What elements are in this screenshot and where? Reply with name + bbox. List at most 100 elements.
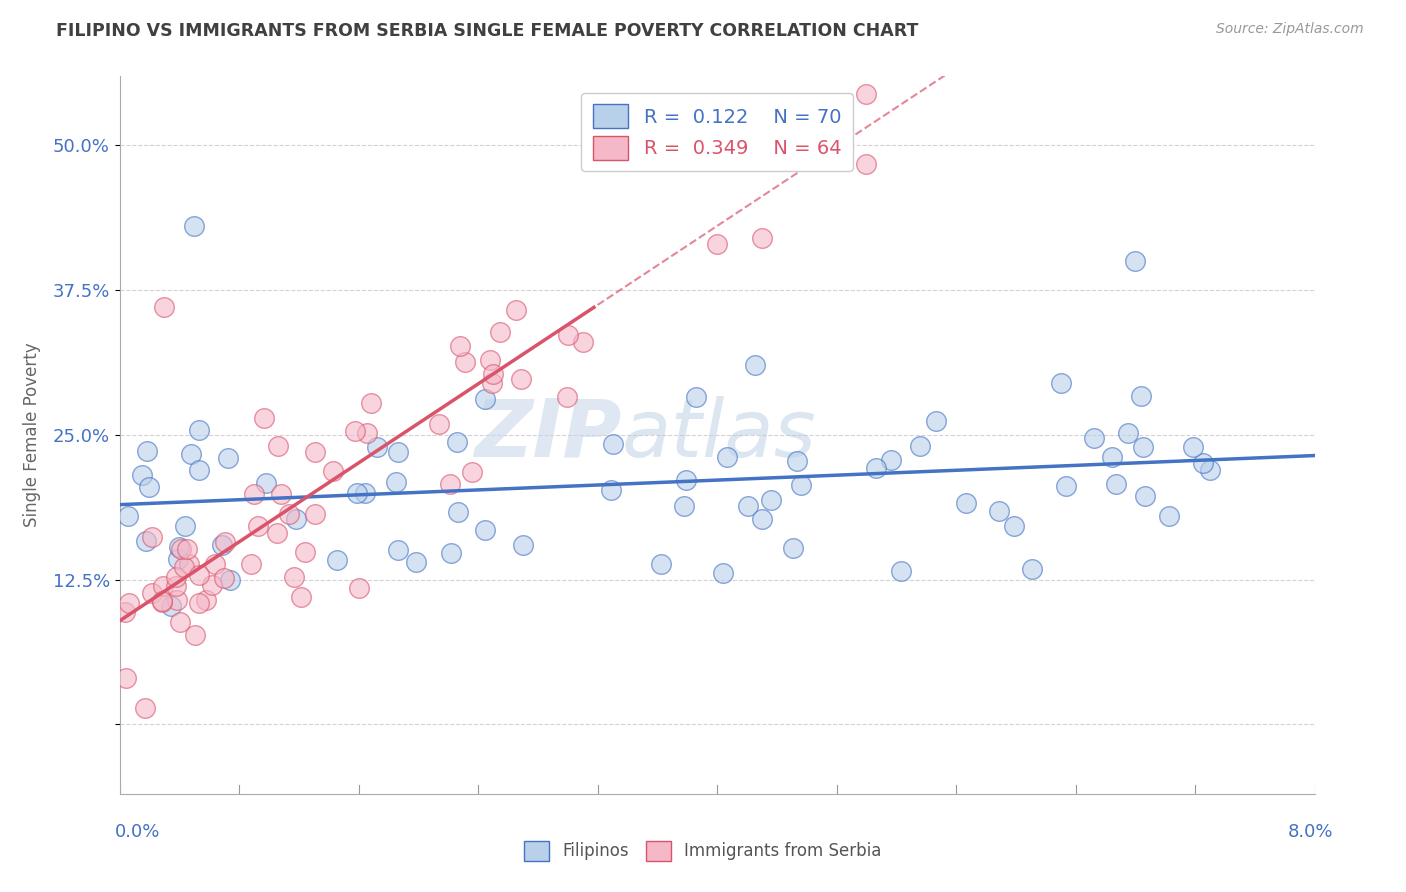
Point (239, 557, 262, 571)
Point (138, 480, 160, 494)
Point (180, 446, 202, 460)
Point (439, 477, 461, 491)
Point (214, 535, 236, 549)
Point (782, 541, 804, 555)
Point (461, 465, 484, 479)
Point (387, 444, 409, 458)
Point (602, 437, 624, 451)
Point (650, 557, 672, 571)
Point (786, 453, 808, 467)
Point (557, 327, 579, 342)
Point (326, 553, 349, 567)
Point (204, 557, 226, 571)
Point (711, 566, 734, 580)
Point (354, 486, 377, 500)
Point (283, 570, 305, 584)
Point (988, 504, 1011, 518)
Point (176, 541, 198, 556)
Point (925, 414, 948, 428)
Point (751, 231, 773, 245)
Point (1159, 508, 1181, 523)
Legend: Filipinos, Immigrants from Serbia: Filipinos, Immigrants from Serbia (517, 834, 889, 868)
Point (387, 542, 409, 557)
Point (278, 507, 301, 521)
Point (1125, 254, 1147, 268)
Point (167, 540, 190, 554)
Text: 0.0%: 0.0% (115, 822, 160, 840)
Point (153, 301, 176, 315)
Point (266, 525, 288, 540)
Point (304, 507, 326, 521)
Point (447, 505, 470, 519)
Point (1130, 389, 1153, 403)
Point (599, 483, 621, 497)
Point (267, 439, 290, 453)
Y-axis label: Single Female Poverty: Single Female Poverty (24, 343, 41, 527)
Text: Source: ZipAtlas.com: Source: ZipAtlas.com (1216, 22, 1364, 37)
Point (150, 595, 173, 609)
Point (254, 475, 277, 490)
Point (1002, 519, 1025, 533)
Point (131, 468, 153, 483)
Point (285, 512, 308, 526)
Point (211, 538, 233, 552)
Point (735, 133, 758, 147)
Point (675, 473, 697, 487)
Point (174, 519, 197, 533)
Point (1133, 489, 1156, 503)
Point (294, 545, 316, 559)
Point (1191, 456, 1213, 470)
Point (449, 339, 471, 353)
Point (1132, 440, 1154, 454)
Point (195, 593, 218, 607)
Point (366, 440, 388, 454)
Point (346, 485, 368, 500)
Point (218, 574, 240, 588)
Point (474, 392, 496, 407)
Point (243, 487, 266, 501)
Point (751, 512, 773, 526)
Point (188, 463, 211, 477)
Point (167, 551, 190, 566)
Point (343, 425, 366, 439)
Point (1049, 376, 1071, 390)
Point (482, 368, 505, 382)
Point (385, 475, 408, 489)
Point (290, 590, 312, 604)
Point (141, 530, 163, 544)
Point (673, 499, 696, 513)
Point (505, 303, 527, 318)
Point (454, 355, 477, 369)
Point (253, 411, 276, 425)
Point (135, 444, 157, 458)
Point (890, 565, 912, 579)
Point (744, 358, 766, 372)
Point (571, 335, 593, 350)
Point (737, 499, 759, 513)
Point (716, 450, 738, 464)
Point (169, 615, 191, 629)
Point (1181, 440, 1204, 454)
Point (1021, 561, 1043, 575)
Point (880, 453, 903, 467)
Point (1105, 477, 1128, 491)
Text: 8.0%: 8.0% (1288, 822, 1333, 840)
Point (474, 523, 496, 537)
Point (631, 142, 654, 156)
Point (141, 586, 163, 600)
Point (1101, 450, 1123, 464)
Point (170, 541, 193, 556)
Point (479, 352, 502, 367)
Point (187, 567, 209, 582)
Point (152, 579, 174, 593)
Point (510, 372, 533, 386)
Text: ZIP: ZIP (474, 396, 621, 474)
Point (685, 390, 707, 404)
Point (761, 493, 783, 508)
Point (1199, 462, 1222, 476)
Point (187, 423, 209, 437)
Point (165, 579, 187, 593)
Point (304, 445, 326, 459)
Text: atlas: atlas (621, 396, 817, 474)
Point (118, 596, 141, 610)
